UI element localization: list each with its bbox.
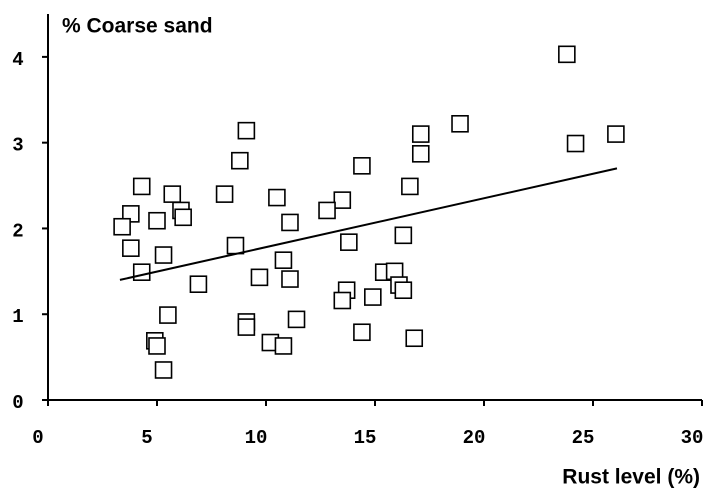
point: [333, 291, 352, 310]
point: [318, 201, 336, 220]
point: [132, 263, 151, 281]
x-tick-label: 20: [463, 427, 486, 449]
x-tick-label: 25: [572, 427, 595, 449]
y-tick-label: 3: [12, 135, 23, 157]
point: [607, 125, 625, 143]
point: [340, 233, 358, 251]
point: [451, 114, 469, 133]
point: [566, 134, 585, 153]
x-tick-label: 10: [245, 427, 268, 449]
point: [231, 151, 249, 170]
point: [281, 270, 299, 288]
y-tick-label: 4: [12, 49, 23, 71]
point: [268, 188, 286, 207]
x-axis-label: Rust level (%): [562, 466, 700, 489]
x-tick-label: 15: [354, 427, 377, 449]
point: [394, 226, 413, 245]
trend-line: [119, 167, 618, 281]
point: [163, 185, 182, 203]
point: [215, 185, 234, 203]
point: [274, 251, 293, 269]
point: [274, 337, 293, 355]
point: [281, 213, 299, 232]
y-tick-label: 2: [12, 220, 23, 242]
x-tick-label: 5: [141, 427, 152, 449]
point: [122, 239, 140, 257]
point: [353, 323, 371, 342]
point: [394, 281, 413, 300]
point: [154, 361, 173, 379]
point: [411, 145, 430, 163]
point: [154, 246, 173, 264]
point: [174, 208, 192, 227]
x-tick-label: 30: [681, 427, 704, 449]
point: [364, 288, 382, 306]
point: [132, 177, 151, 196]
y-tick-label: 1: [12, 306, 23, 328]
y-tick-label: 0: [12, 392, 23, 414]
point: [411, 125, 430, 143]
point: [333, 191, 352, 209]
point: [237, 318, 256, 336]
point: [113, 217, 131, 236]
x-tick-label: 0: [32, 427, 43, 449]
point: [189, 275, 208, 294]
point: [287, 310, 306, 329]
point: [226, 236, 245, 255]
point: [237, 121, 256, 140]
point: [558, 45, 576, 64]
point: [250, 268, 269, 287]
point: [148, 337, 166, 355]
point: [353, 157, 371, 175]
chart-title: % Coarse sand: [62, 15, 213, 38]
point: [159, 306, 177, 324]
point: [405, 329, 424, 348]
point: [401, 177, 419, 196]
point: [148, 211, 166, 230]
